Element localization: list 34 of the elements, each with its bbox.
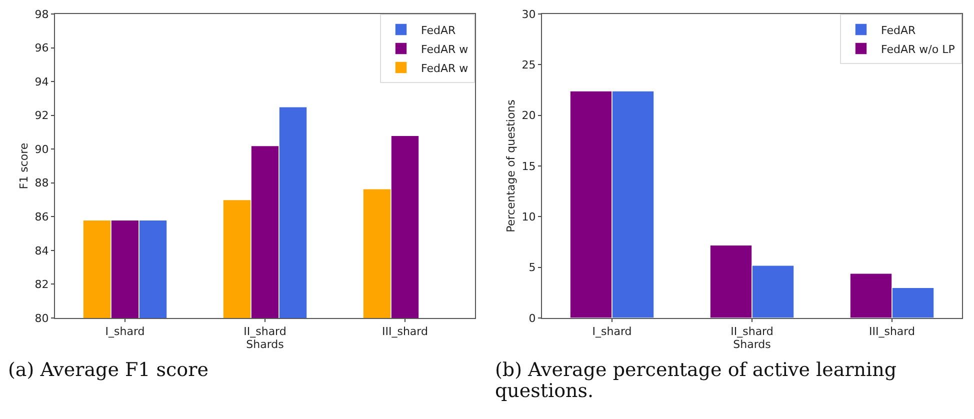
y-tick-label: 5 xyxy=(528,261,536,274)
legend-label: FedAR w/o LP xyxy=(881,42,956,56)
x-tick-label: III_shard xyxy=(869,325,915,338)
y-tick-label: 80 xyxy=(34,312,49,325)
y-tick-label: 15 xyxy=(522,160,536,173)
legend-label: FedAR w xyxy=(421,62,468,75)
y-tick-label: 96 xyxy=(34,42,49,55)
x-tick-label: II_shard xyxy=(730,325,774,338)
text: (b) Average percentage of active learning questions. xyxy=(494,359,898,402)
y-tick-label: 92 xyxy=(34,109,49,122)
x-axis-title: Shards xyxy=(246,338,284,352)
y-tick-label: 20 xyxy=(522,109,536,122)
x-tick-label: III_shard xyxy=(382,325,428,338)
y-tick-label: 25 xyxy=(522,58,536,72)
legend-label: FedAR w xyxy=(421,42,468,56)
y-tick-label: 10 xyxy=(522,210,536,224)
legend-label: FedAR xyxy=(881,24,916,37)
y-axis-title: F1 score xyxy=(17,142,30,190)
y-tick-label: 0 xyxy=(528,312,536,325)
x-tick-label: I_shard xyxy=(592,325,632,338)
y-tick-label: 88 xyxy=(34,176,49,190)
text: (a) Average F1 score xyxy=(7,359,210,381)
x-tick-label: II_shard xyxy=(244,325,286,338)
x-axis-title: Shards xyxy=(733,338,772,352)
y-tick-label: 30 xyxy=(522,8,536,21)
y-tick-label: 84 xyxy=(34,244,49,258)
legend-label: FedAR xyxy=(421,24,456,37)
x-tick-label: I_shard xyxy=(105,325,145,338)
y-axis-title: Percentage of questions xyxy=(504,99,518,232)
y-tick-label: 98 xyxy=(34,8,49,21)
y-tick-label: 86 xyxy=(34,210,49,224)
y-tick-label: 82 xyxy=(34,278,49,292)
y-tick-label: 94 xyxy=(34,75,49,88)
y-tick-label: 90 xyxy=(34,142,49,156)
